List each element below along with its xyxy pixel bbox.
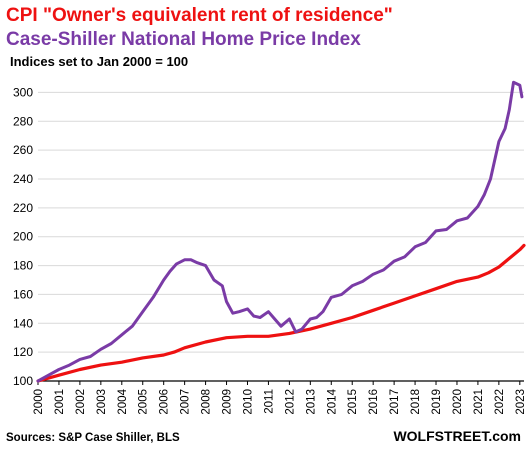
y-tick-label-220: 220 (13, 201, 33, 215)
x-tick-label-2009: 2009 (222, 389, 234, 415)
x-tick-label-2005: 2005 (138, 389, 150, 415)
y-tick-label-300: 300 (13, 85, 33, 99)
x-tick-label-2018: 2018 (410, 389, 422, 415)
x-tick-label-2012: 2012 (284, 389, 296, 415)
gridlines (38, 91, 524, 353)
x-tick-label-2014: 2014 (326, 388, 338, 414)
source-note: Sources: S&P Case Shiller, BLS (6, 432, 180, 444)
x-tick-label-2000: 2000 (33, 389, 45, 415)
x-tick-label-2023: 2023 (515, 389, 527, 415)
y-tick-label-140: 140 (13, 316, 33, 330)
x-tick-label-2015: 2015 (347, 389, 359, 415)
x-tick-label-2019: 2019 (431, 389, 443, 415)
axes (37, 380, 524, 385)
x-tick-label-2001: 2001 (54, 389, 66, 415)
x-tick-label-2013: 2013 (305, 389, 317, 415)
x-tick-label-2022: 2022 (494, 389, 506, 415)
x-tick-label-2011: 2011 (263, 389, 275, 414)
y-tick-label-280: 280 (13, 114, 33, 128)
x-tick-label-2004: 2004 (117, 388, 129, 414)
x-tick-label-2017: 2017 (389, 389, 401, 415)
x-tick-label-2010: 2010 (242, 389, 254, 415)
x-tick-label-2016: 2016 (368, 389, 380, 415)
y-tick-label-240: 240 (13, 172, 33, 186)
x-tick-label-2021: 2021 (473, 389, 485, 415)
y-tick-labels: 100 120 140 160 180 200 220 240 260 280 300 (13, 85, 33, 388)
y-tick-label-260: 260 (13, 143, 33, 157)
x-tick-label-2002: 2002 (75, 389, 87, 415)
y-tick-label-180: 180 (13, 259, 33, 273)
y-tick-label-160: 160 (13, 287, 33, 301)
x-tick-label-2006: 2006 (159, 389, 171, 415)
x-tick-labels: 2000 2001 2002 2003 2004 2005 2006 2007 2008 2009… (33, 388, 527, 414)
chart-title-oer: CPI "Owner's equivalent rent of residenc… (6, 5, 393, 26)
series-lines (36, 80, 526, 383)
x-tick-label-2020: 2020 (452, 389, 464, 415)
brand-label: WOLFSTREET.com (393, 428, 521, 444)
y-tick-label-200: 200 (13, 230, 33, 244)
chart-subtitle: Indices set to Jan 2000 = 100 (10, 54, 188, 69)
x-tick-label-2008: 2008 (201, 389, 213, 415)
y-tick-label-120: 120 (13, 345, 33, 359)
chart-title-case-shiller: Case-Shiller National Home Price Index (6, 29, 361, 50)
series-line-case-shiller (36, 80, 524, 383)
x-tick-label-2003: 2003 (96, 389, 108, 415)
y-tick-label-100: 100 (13, 374, 33, 388)
x-tick-label-2007: 2007 (180, 389, 192, 415)
